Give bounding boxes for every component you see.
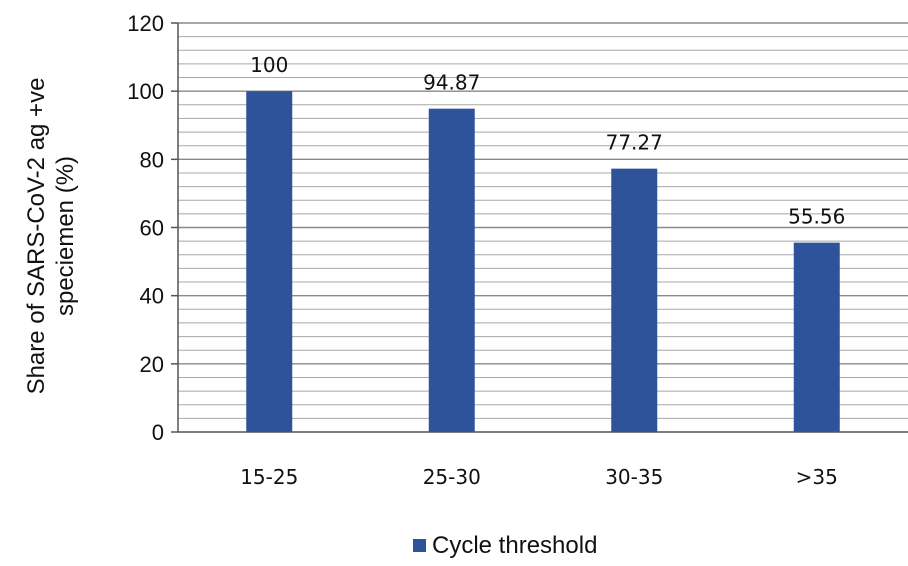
y-tick-label: 0 <box>152 420 164 445</box>
x-tick-label: >35 <box>796 465 838 489</box>
y-axis-title-line-1: Share of SARS-CoV-2 ag +ve <box>23 78 50 395</box>
y-tick-label: 120 <box>127 11 164 36</box>
data-label: 55.56 <box>788 205 845 229</box>
data-label: 94.87 <box>423 71 480 95</box>
legend-swatch <box>413 539 426 552</box>
y-axis-title-line-2: speciemen (%) <box>52 156 79 316</box>
x-tick-labels: 15-25 25-30 30-35 >35 <box>240 465 838 489</box>
y-tick-label: 100 <box>127 79 164 104</box>
y-tick-label: 80 <box>140 147 164 172</box>
x-tick-label: 15-25 <box>240 465 298 489</box>
bar <box>611 168 658 433</box>
bar <box>793 242 840 432</box>
legend-label: Cycle threshold <box>432 532 597 559</box>
bars <box>246 91 840 433</box>
x-tick-label: 30-35 <box>605 465 663 489</box>
data-label: 100 <box>250 53 288 77</box>
bar <box>428 108 475 432</box>
x-tick-label: 25-30 <box>423 465 481 489</box>
bar <box>246 91 293 433</box>
y-tick-label: 20 <box>140 352 164 377</box>
data-label: 77.27 <box>606 131 663 155</box>
data-labels: 100 94.87 77.27 55.56 <box>250 53 845 228</box>
y-tick-label: 60 <box>140 216 164 241</box>
gridlines <box>178 22 908 419</box>
legend: Cycle threshold <box>413 532 597 559</box>
y-tick-label: 40 <box>140 284 164 309</box>
y-tick-labels: 0 20 40 60 80 100 120 <box>127 11 178 445</box>
